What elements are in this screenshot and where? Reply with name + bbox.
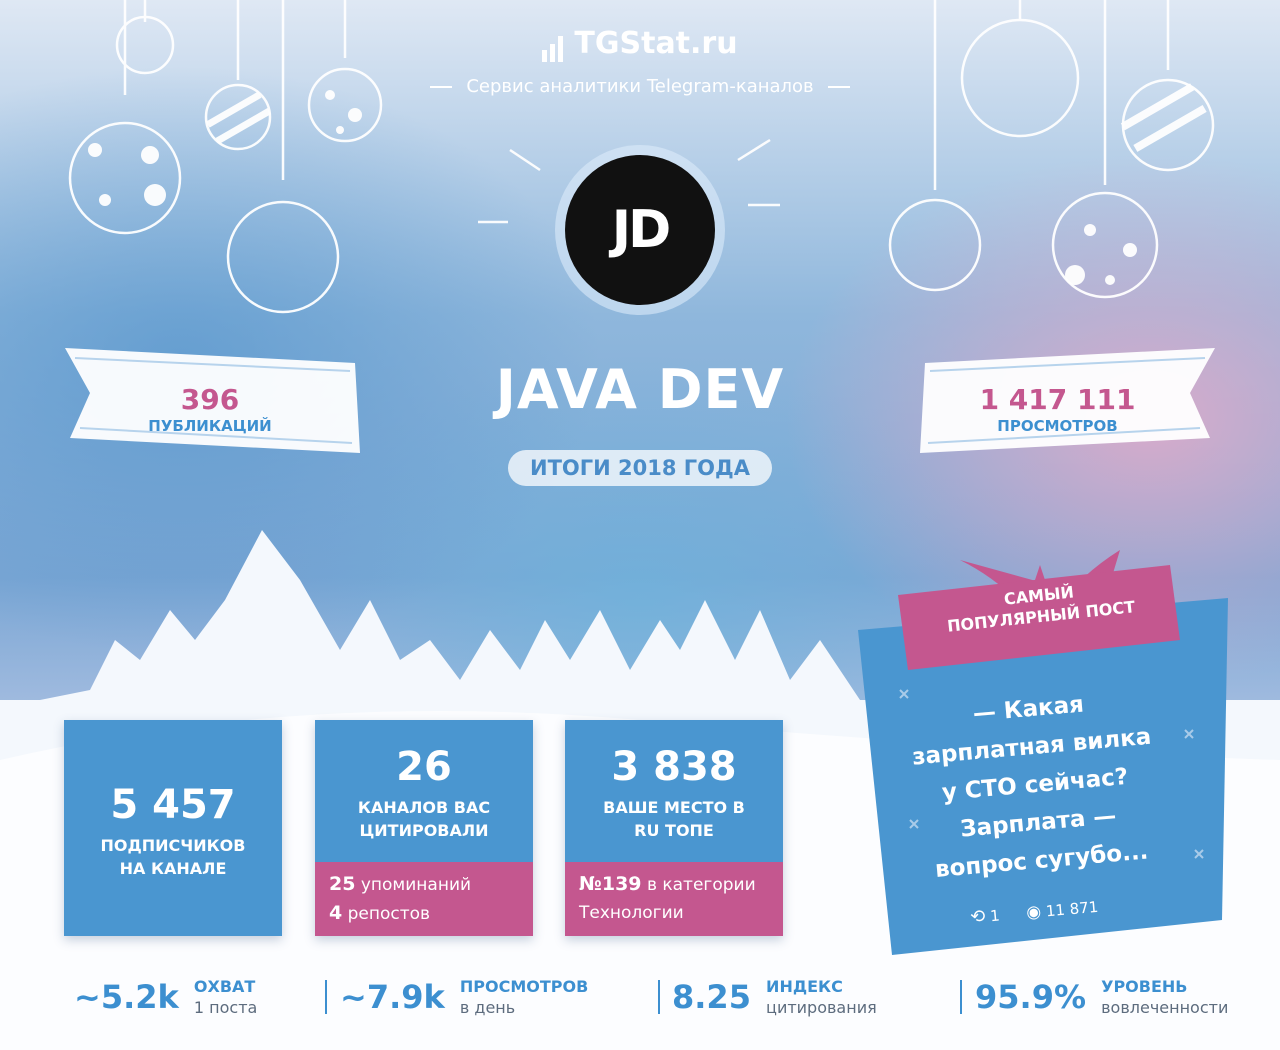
citations-label-2: ЦИТИРОВАЛИ bbox=[359, 821, 489, 840]
metric-engagement-sub: вовлеченности bbox=[1101, 998, 1229, 1017]
channel-title: JAVA DEV bbox=[495, 358, 785, 421]
metric-daily-views-value: ~7.9k bbox=[340, 978, 445, 1016]
metric-daily-views-label: ПРОСМОТРОВ bbox=[459, 977, 589, 996]
citations-details: 25 упоминаний 4 репостов bbox=[315, 862, 533, 936]
post-views: 11 871 bbox=[1045, 897, 1099, 921]
metric-divider bbox=[325, 980, 327, 1014]
metric-reach-label: ОХВАТ bbox=[193, 977, 256, 996]
metric-reach-value: ~5.2k bbox=[74, 978, 179, 1016]
citations-card: 26 КАНАЛОВ ВАС ЦИТИРОВАЛИ 25 упоминаний … bbox=[315, 720, 533, 936]
views-ribbon: 1 417 111 ПРОСМОТРОВ bbox=[940, 384, 1175, 474]
mentions-label: упоминаний bbox=[360, 875, 472, 895]
metric-daily-views-sub: в день bbox=[459, 998, 516, 1017]
views-value: 1 417 111 bbox=[979, 383, 1136, 416]
brand-logo: TGStat.ru bbox=[0, 26, 1280, 62]
views-label: ПРОСМОТРОВ bbox=[997, 417, 1118, 435]
ribbon-left-shape bbox=[65, 348, 360, 453]
metric-reach: ~5.2k ОХВАТ 1 поста bbox=[74, 976, 257, 1022]
category-rank: №139 bbox=[579, 873, 642, 895]
reposts-label: репостов bbox=[347, 904, 431, 924]
subscribers-label-2: НА КАНАЛЕ bbox=[119, 859, 227, 878]
avatar: JD bbox=[565, 155, 715, 305]
metric-engagement-label: УРОВЕНЬ bbox=[1101, 977, 1188, 996]
metric-citation-index-value: 8.25 bbox=[672, 978, 751, 1016]
metric-reach-sub: 1 поста bbox=[193, 998, 258, 1017]
period-badge: ИТОГИ 2018 ГОДА bbox=[508, 450, 772, 486]
popular-post-text: — Какая зарплатная вилка у CTO сейчас? З… bbox=[872, 677, 1197, 893]
reposts-count: 4 bbox=[329, 902, 343, 924]
citations-value: 26 bbox=[396, 744, 452, 790]
category-prefix: в категории bbox=[646, 875, 756, 895]
publications-label: ПУБЛИКАЦИЙ bbox=[148, 417, 272, 435]
gift-box-shape bbox=[858, 550, 1228, 955]
rank-label-2: RU ТОПЕ bbox=[634, 821, 714, 840]
repost-icon: ⟲ bbox=[969, 905, 987, 928]
metric-daily-views: ~7.9k ПРОСМОТРОВ в день bbox=[340, 976, 588, 1022]
snowflake-ornament-icon bbox=[115, 15, 175, 75]
metric-citation-index: 8.25 ИНДЕКС цитирования bbox=[672, 976, 877, 1022]
avatar-text: JD bbox=[611, 200, 671, 260]
metric-citation-index-label: ИНДЕКС bbox=[766, 977, 843, 996]
rank-label-1: ВАШЕ МЕСТО В bbox=[603, 798, 745, 817]
subscribers-value: 5 457 bbox=[110, 782, 236, 828]
bar-chart-icon bbox=[542, 27, 566, 62]
post-reposts: 1 bbox=[989, 906, 1001, 926]
citations-label-1: КАНАЛОВ ВАС bbox=[357, 798, 491, 817]
subscribers-card: 5 457 ПОДПИСЧИКОВ НА КАНАЛЕ bbox=[64, 720, 282, 936]
metric-citation-index-sub: цитирования bbox=[766, 998, 877, 1017]
tagline: Сервис аналитики Telegram-каналов bbox=[0, 76, 1280, 97]
brand-name: TGStat.ru bbox=[574, 26, 738, 61]
metric-engagement: 95.9% УРОВЕНЬ вовлеченности bbox=[975, 976, 1228, 1022]
category-name: Технологии bbox=[579, 903, 684, 923]
publications-ribbon: 396 ПУБЛИКАЦИЙ bbox=[90, 384, 330, 474]
eye-icon: ◉ bbox=[1025, 901, 1042, 924]
rank-value: 3 838 bbox=[611, 744, 737, 790]
publications-value: 396 bbox=[180, 383, 240, 416]
mentions-count: 25 bbox=[329, 873, 356, 895]
rank-card: 3 838 ВАШЕ МЕСТО В RU ТОПЕ №139 в катего… bbox=[565, 720, 783, 936]
tagline-text: Сервис аналитики Telegram-каналов bbox=[466, 76, 814, 97]
metric-divider bbox=[960, 980, 962, 1014]
rank-details: №139 в категории Технологии bbox=[565, 862, 783, 936]
subscribers-label-1: ПОДПИСЧИКОВ bbox=[100, 836, 246, 855]
metric-engagement-value: 95.9% bbox=[975, 978, 1087, 1016]
metric-divider bbox=[658, 980, 660, 1014]
ribbon-right-shape bbox=[920, 348, 1215, 453]
